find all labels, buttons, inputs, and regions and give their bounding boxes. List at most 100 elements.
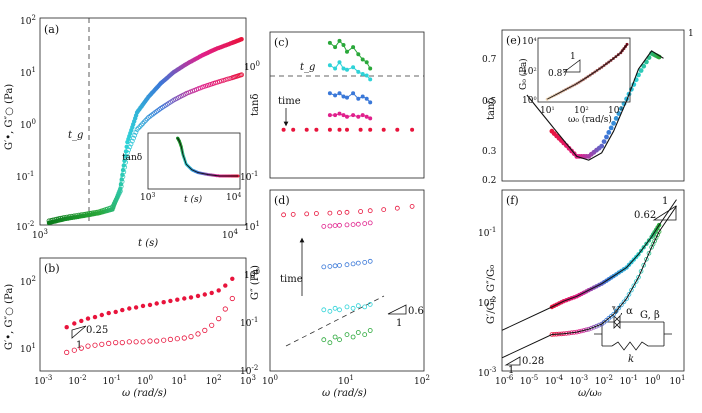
panel-d-point <box>350 334 356 340</box>
panel-d-point <box>327 340 333 346</box>
panel-f-slope-label-2: 0.28 <box>522 356 544 367</box>
panel-c-point <box>291 127 296 132</box>
e-inset-xtick-1: 102 <box>574 106 589 116</box>
f-xtick-7: 101 <box>670 374 686 387</box>
panel-a-gdouble-point <box>74 213 79 219</box>
panel-e-axes <box>501 29 685 182</box>
panel-d-point <box>362 332 368 338</box>
b-xtick-5: 102 <box>206 374 222 387</box>
panel-d-label: (d) <box>274 194 290 207</box>
panel-b-gprime-point <box>161 300 166 305</box>
panel-f-gdouble-point <box>638 268 644 274</box>
panel-a-gdouble-point <box>219 78 225 84</box>
panel-d-point <box>321 264 327 270</box>
c-ytick-1: 10-1 <box>240 170 258 183</box>
panel-e-ylabel: tanδ <box>486 98 497 120</box>
panel-d-point <box>362 221 368 227</box>
panel-b-gprime-point <box>147 302 153 308</box>
panel-a-inset-line <box>177 137 238 177</box>
panel-d-axes <box>269 189 425 372</box>
panel-d-point <box>355 330 361 335</box>
panel-a-gdouble-point <box>132 132 138 138</box>
panel-a-label: (a) <box>44 23 59 36</box>
panel-b-gdouble-point <box>126 339 132 345</box>
panel-d-point <box>290 211 296 217</box>
a-inset-xtick-0: 103 <box>140 192 155 203</box>
panel-d-point <box>304 211 310 217</box>
panel-d-point <box>344 332 350 338</box>
panel-b-gprime-point <box>79 318 84 324</box>
panel-d-point <box>332 305 338 311</box>
panel-c-point <box>368 127 373 132</box>
panel-c-point <box>304 127 309 132</box>
panel-f-axes <box>501 189 685 372</box>
panel-b-marks <box>64 276 235 355</box>
panel-f-ylabel: G′/G₀, G″/G₀ <box>486 265 497 324</box>
panel-d-point <box>350 305 356 311</box>
panel-e-point <box>599 143 605 149</box>
panel-a-xlabel: t (s) <box>138 238 158 249</box>
panel-e-marks <box>526 50 664 161</box>
panel-d-point <box>321 223 327 229</box>
panel-f-gdouble-point <box>646 251 652 256</box>
panel-b-gprime-point <box>188 295 194 300</box>
panel-a-gdouble-point <box>128 141 134 147</box>
panel-f-gdouble-point <box>616 305 622 311</box>
panel-c-series-line <box>329 40 371 69</box>
panel-f-gdouble-point <box>613 308 619 314</box>
panel-b-xlabel: ω (rad/s) <box>122 388 167 399</box>
panel-b-gdouble-point <box>92 342 98 348</box>
panel-b-gprime-point <box>106 310 111 316</box>
e-ytick-2: 0.5 <box>482 97 497 107</box>
panel-b-xticks: 10-3 10-2 10-1 100 101 102 103 <box>34 374 256 387</box>
b-xtick-0: 10-3 <box>34 374 52 387</box>
panel-e-point <box>613 116 619 121</box>
panel-a-inset-axes <box>147 132 241 190</box>
panel-d-point <box>367 328 373 333</box>
panel-a-gdouble-point <box>136 125 141 131</box>
a-ytick-1: 101 <box>20 66 36 79</box>
panel-a-inset-ylabel: tanδ <box>122 153 142 163</box>
panel-f-slope-triangle-1 <box>652 205 677 221</box>
panel-a-axes <box>39 17 247 226</box>
panel-d-point <box>394 205 400 211</box>
panel-f-label: (f) <box>506 194 519 207</box>
f-xtick-2: 10-4 <box>545 374 564 387</box>
panel-f-slope-triangle-2 <box>504 356 521 366</box>
panel-b-gdouble-point <box>133 339 139 345</box>
panel-f-gdouble-point <box>644 256 649 262</box>
panel-a-gdouble-point <box>123 159 128 165</box>
panel-f-gdouble-point <box>631 283 637 289</box>
panel-d-ylabel: G″ (Pa) <box>250 265 261 300</box>
panel-e-point <box>608 125 614 131</box>
panel-f-gdouble-point <box>596 322 602 328</box>
panel-a-gdouble-point <box>133 129 139 135</box>
panel-c-point <box>337 127 342 132</box>
panel-b-gprime-point <box>209 290 214 296</box>
panel-a-gdouble-point <box>119 179 125 185</box>
a-ytick-0: 102 <box>20 14 36 27</box>
panel-b-gprime-point <box>92 314 98 320</box>
panel-a-ylabel: G′•, G″○ (Pa) <box>4 84 15 150</box>
e-ytick-4: 1 <box>688 29 694 39</box>
panel-a-gdouble-point <box>127 144 133 150</box>
panel-d-point <box>367 208 373 214</box>
panel-d-slope-triangle <box>387 304 407 315</box>
panel-b-gprime-point <box>140 303 146 309</box>
b-xtick-4: 101 <box>171 374 187 387</box>
a-xtick-1: 104 <box>222 228 238 241</box>
panel-f-gdouble-point <box>636 274 641 280</box>
panel-b-gdouble-point <box>167 336 173 342</box>
a-ytick-2: 100 <box>20 118 36 131</box>
panel-c-point <box>327 127 332 132</box>
panel-b-slope-triangle <box>71 325 87 339</box>
panel-f-gdouble-point <box>621 299 627 305</box>
panel-a-gdouble-point <box>126 147 132 153</box>
panel-d-point <box>337 262 342 268</box>
panel-f-gdouble-point <box>656 229 662 234</box>
panel-d-point <box>344 209 350 215</box>
panel-c-series-line <box>329 61 371 80</box>
e-inset-ytick-1: 102 <box>522 67 537 77</box>
a-inset-xtick-1: 104 <box>226 192 241 203</box>
panel-d-point <box>355 260 361 266</box>
